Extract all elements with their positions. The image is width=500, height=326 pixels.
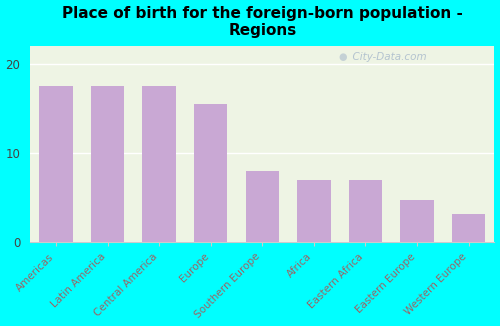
Text: ●: ● — [339, 52, 347, 62]
Bar — [91, 86, 124, 243]
Bar — [400, 200, 434, 243]
Bar — [452, 214, 486, 243]
Bar — [142, 86, 176, 243]
Bar — [194, 104, 228, 243]
Bar — [297, 180, 330, 243]
Text: City-Data.com: City-Data.com — [346, 52, 426, 62]
Title: Place of birth for the foreign-born population -
Regions: Place of birth for the foreign-born popu… — [62, 6, 462, 38]
Bar — [348, 180, 382, 243]
Bar — [246, 171, 279, 243]
Bar — [39, 86, 72, 243]
